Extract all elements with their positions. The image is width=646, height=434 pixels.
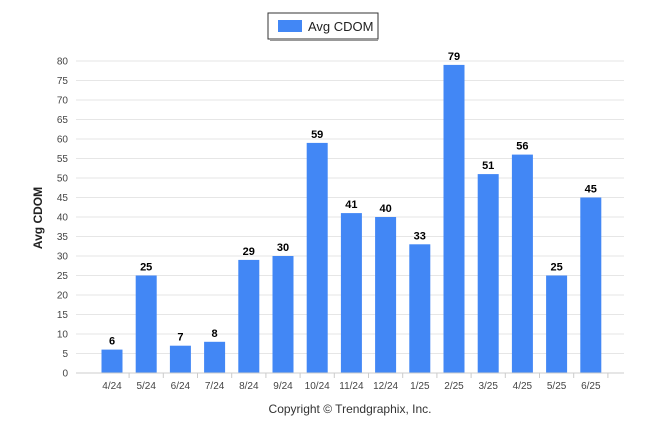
data-label: 25 — [550, 262, 562, 274]
data-label: 59 — [311, 129, 323, 141]
x-tick-label: 1/25 — [410, 381, 430, 392]
x-tick-label: 3/25 — [478, 381, 498, 392]
bar-12-24[interactable] — [375, 217, 397, 373]
y-tick-label: 15 — [57, 310, 69, 321]
y-tick-label: 35 — [57, 232, 69, 243]
bar-11-24[interactable] — [340, 213, 362, 373]
y-tick-label: 75 — [57, 76, 69, 87]
y-tick-label: 65 — [57, 115, 69, 126]
x-tick-label: 2/25 — [444, 381, 464, 392]
bar-7-24[interactable] — [204, 341, 226, 373]
bar-5-25[interactable] — [546, 275, 568, 374]
y-axis-ticks: 0 5 10 15 20 25 30 35 40 45 50 55 60 65 70 75 80 — [57, 57, 69, 380]
bars — [101, 64, 602, 374]
y-tick-label: 5 — [62, 349, 68, 360]
y-tick-label: 20 — [57, 291, 69, 302]
y-tick-label: 55 — [57, 154, 69, 165]
x-tick-label: 10/24 — [305, 381, 330, 392]
data-label: 25 — [140, 262, 152, 274]
bar-4-25[interactable] — [511, 154, 533, 373]
y-tick-label: 0 — [62, 369, 68, 380]
x-tick-label: 7/24 — [205, 381, 225, 392]
bar-4-24[interactable] — [101, 349, 123, 373]
data-label: 30 — [277, 242, 289, 254]
y-tick-label: 30 — [57, 252, 69, 263]
legend-label: Avg CDOM — [308, 19, 374, 34]
data-label: 79 — [448, 51, 460, 63]
y-axis-label: Avg CDOM — [31, 187, 45, 249]
legend[interactable]: Avg CDOM — [267, 12, 379, 41]
y-tick-label: 70 — [57, 96, 69, 107]
x-tick-label: 8/24 — [239, 381, 259, 392]
data-label: 45 — [585, 184, 597, 196]
bar-9-24[interactable] — [272, 256, 294, 373]
y-tick-label: 50 — [57, 174, 69, 185]
legend-swatch — [278, 20, 302, 32]
x-tick-label: 5/25 — [547, 381, 567, 392]
data-label: 29 — [243, 246, 255, 258]
y-tick-label: 80 — [57, 57, 69, 68]
x-axis-ticks: 4/24 5/24 6/24 7/24 8/24 9/24 10/24 11/24 12/24 1… — [102, 373, 609, 392]
data-label: 56 — [516, 141, 528, 153]
y-tick-label: 10 — [57, 330, 69, 341]
bar-10-24[interactable] — [306, 142, 328, 373]
data-label: 33 — [414, 230, 426, 242]
x-tick-label: 6/24 — [171, 381, 191, 392]
data-label: 8 — [212, 328, 218, 340]
bar-2-25[interactable] — [443, 64, 465, 374]
x-tick-label: 6/25 — [581, 381, 601, 392]
x-tick-label: 5/24 — [136, 381, 156, 392]
x-tick-label: 11/24 — [339, 381, 364, 392]
data-label: 51 — [482, 160, 494, 172]
copyright-footer: Copyright © Trendgraphix, Inc. — [269, 402, 432, 416]
x-tick-label: 9/24 — [273, 381, 293, 392]
bar-8-24[interactable] — [238, 259, 260, 373]
data-label: 41 — [345, 199, 357, 211]
bar-5-24[interactable] — [135, 275, 157, 374]
x-tick-label: 4/24 — [102, 381, 122, 392]
x-tick-label: 12/24 — [373, 381, 398, 392]
y-tick-label: 45 — [57, 193, 69, 204]
x-tick-label: 4/25 — [513, 381, 533, 392]
bar-3-25[interactable] — [477, 174, 499, 373]
data-label: 6 — [109, 336, 115, 348]
data-label: 7 — [177, 332, 183, 344]
bar-6-25[interactable] — [580, 197, 602, 374]
y-tick-label: 60 — [57, 135, 69, 146]
bar-6-24[interactable] — [169, 345, 191, 373]
data-label: 40 — [379, 203, 391, 215]
y-tick-label: 40 — [57, 213, 69, 224]
bar-1-25[interactable] — [409, 244, 431, 373]
data-labels: 6 25 7 8 29 30 59 41 40 33 79 51 56 25 45 — [109, 51, 597, 348]
y-tick-label: 25 — [57, 271, 69, 282]
